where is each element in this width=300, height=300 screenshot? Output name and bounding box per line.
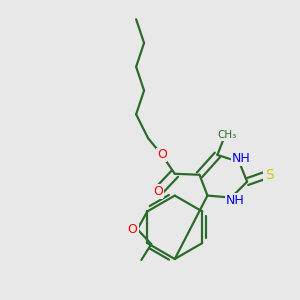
Text: NH: NH xyxy=(226,194,244,207)
Bar xyxy=(225,195,245,206)
Text: NH: NH xyxy=(232,152,250,165)
Text: O: O xyxy=(153,185,163,198)
Text: CH₃: CH₃ xyxy=(218,130,237,140)
Bar xyxy=(125,223,140,235)
Bar xyxy=(218,129,237,141)
Text: S: S xyxy=(266,168,274,182)
Bar xyxy=(156,149,168,161)
Bar xyxy=(231,153,251,165)
Bar xyxy=(152,186,164,198)
Text: O: O xyxy=(128,223,137,236)
Bar xyxy=(263,168,277,182)
Text: O: O xyxy=(157,148,167,161)
